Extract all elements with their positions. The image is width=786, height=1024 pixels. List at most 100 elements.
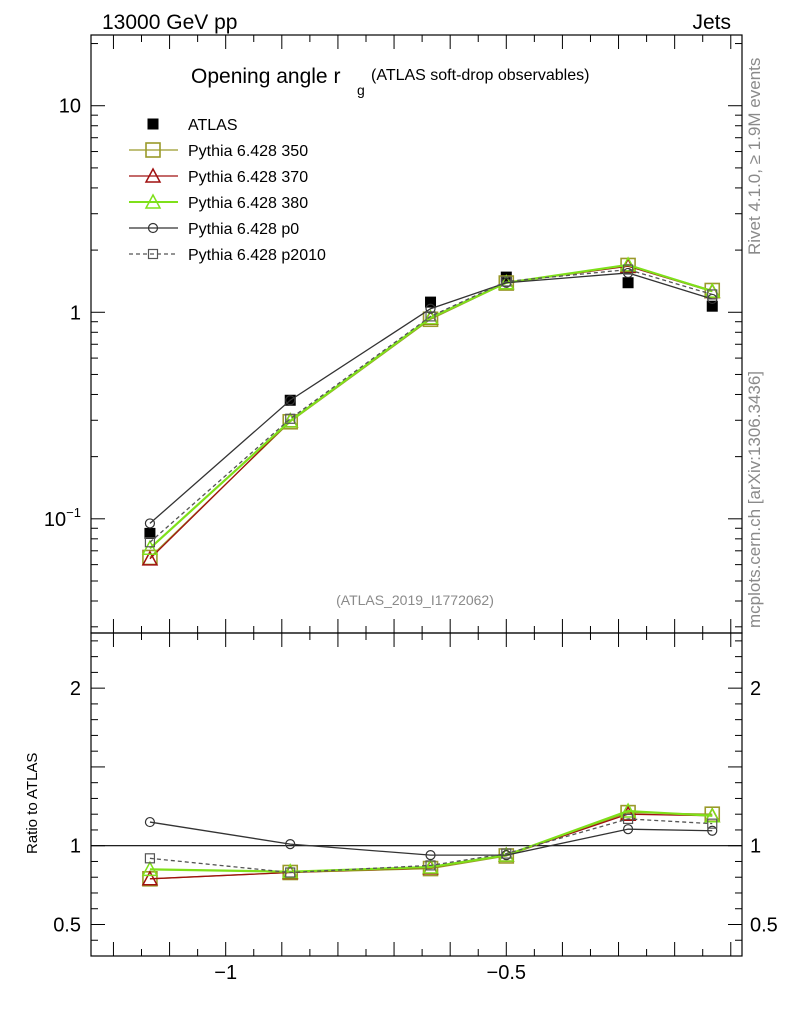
point-atlas (144, 527, 156, 539)
legend-label: Pythia 6.428 370 (188, 169, 308, 186)
ratio-point-pythia-6-428-p2010 (425, 860, 436, 871)
ratio-point-pythia-6-428-p0 (144, 816, 156, 828)
ratio-ytick-label-right: 2 (750, 678, 761, 700)
point-atlas (425, 296, 437, 308)
point-pythia-6-428-p2010 (707, 289, 718, 300)
legend-label: Pythia 6.428 380 (188, 195, 308, 212)
xtick-label: −0.5 (487, 962, 526, 984)
chart-title: Opening angle r (191, 65, 340, 88)
point-pythia-6-428-380 (704, 282, 721, 298)
mcplots-label: mcplots.cern.ch [arXiv:1306.3436] (745, 371, 764, 628)
point-pythia-6-428-380 (422, 309, 439, 325)
main-series-group (141, 256, 721, 566)
ratio-ytick-label-left: 1 (70, 836, 81, 858)
point-pythia-6-428-p0 (425, 303, 436, 314)
ratio-point-pythia-6-428-370 (619, 805, 637, 821)
point-pythia-6-428-p2010 (425, 311, 436, 322)
series-line-pythia-6-428-370 (149, 265, 713, 560)
legend-marker (147, 222, 159, 234)
ratio-ytick-label-right: 1 (750, 836, 761, 858)
ratio-point-pythia-6-428-380 (141, 860, 159, 877)
legend-label: Pythia 6.428 p0 (188, 221, 299, 238)
point-pythia-6-428-380 (141, 539, 159, 556)
ratio-series-group (141, 802, 721, 887)
main-ytick-label-base: 10 (59, 96, 81, 118)
point-atlas (622, 277, 634, 289)
legend-marker (144, 167, 162, 183)
analysis-id: (ATLAS_2019_I1772062) (336, 592, 494, 608)
point-pythia-6-428-370 (141, 550, 159, 566)
ratio-point-pythia-6-428-p0 (425, 850, 436, 861)
legend-marker (144, 193, 162, 209)
ratio-line-pythia-6-428-p2010 (149, 818, 713, 874)
ratio-line-pythia-6-428-380 (149, 809, 713, 873)
legend-label: Pythia 6.428 p2010 (188, 247, 326, 264)
main-ytick-label: 10 (59, 96, 81, 118)
ratio-series-pythia-6-428-p0 (144, 816, 718, 861)
ratio-point-pythia-6-428-p0 (707, 825, 718, 836)
ratio-point-pythia-6-428-p2010 (285, 867, 296, 878)
series-line-pythia-6-428-p2010 (149, 268, 713, 543)
ratio-series-pythia-6-428-p2010 (144, 813, 718, 878)
legend-marker (147, 118, 159, 130)
ratio-point-pythia-6-428-380 (619, 802, 637, 818)
legend-marker (147, 248, 159, 260)
legend-item-pythia-6-428-380: Pythia 6.428 380 (129, 193, 308, 212)
ratio-axis-ticks: 0.5 0.5 1 1 2 2 (53, 640, 778, 941)
ratio-point-pythia-6-428-p2010 (622, 813, 634, 825)
legend: ATLAS Pythia 6.428 350 Pythia 6.428 370 Pyt… (129, 117, 326, 264)
ratio-panel-frame (90, 632, 743, 957)
x-axis-ticks: −1 −0.5 (112, 35, 732, 984)
point-pythia-6-428-p2010 (501, 276, 512, 287)
point-pythia-6-428-380 (281, 412, 299, 428)
ratio-point-pythia-6-428-p2010 (501, 848, 512, 859)
chart-subtitle: (ATLAS soft-drop observables) (371, 67, 589, 84)
point-pythia-6-428-p2010 (622, 264, 634, 275)
series-line-pythia-6-428-p0 (149, 272, 713, 524)
legend-item-atlas: ATLAS (147, 117, 238, 134)
main-ytick-label: 1 (70, 302, 81, 324)
legend-item-pythia-6-428-p2010: Pythia 6.428 p2010 (129, 247, 326, 264)
ratio-ytick-label-left: 2 (70, 678, 81, 700)
legend-label: Pythia 6.428 350 (188, 143, 308, 160)
ratio-point-pythia-6-428-380 (704, 807, 721, 823)
ratio-point-pythia-6-428-380 (422, 858, 439, 874)
main-ytick-label: 10−1 (44, 505, 81, 531)
main-ytick-label-exponent: −1 (66, 505, 81, 520)
legend-item-pythia-6-428-370: Pythia 6.428 370 (129, 167, 308, 186)
legend-item-pythia-6-428-350: Pythia 6.428 350 (129, 142, 308, 160)
ratio-point-pythia-6-428-p2010 (707, 818, 718, 829)
main-ytick-label-base: 1 (70, 302, 81, 324)
energy-label: 13000 GeV pp (102, 11, 237, 34)
ratio-point-pythia-6-428-370 (141, 870, 159, 886)
ratio-point-pythia-6-428-p2010 (144, 853, 156, 864)
legend-marker (145, 142, 161, 158)
series-line-pythia-6-428-380 (149, 263, 713, 550)
point-atlas (706, 300, 718, 312)
ratio-line-pythia-6-428-p0 (149, 821, 713, 856)
point-pythia-6-428-380 (619, 256, 637, 272)
ratio-ytick-label-left: 0.5 (53, 914, 81, 936)
process-label: Jets (692, 11, 731, 34)
point-pythia-6-428-p0 (285, 395, 296, 406)
chart-title-main: Opening angle r (191, 65, 340, 88)
ratio-ylabel: Ratio to ATLAS (24, 753, 41, 854)
point-pythia-6-428-p2010 (144, 537, 156, 548)
point-pythia-6-428-p2010 (285, 413, 296, 424)
ratio-point-pythia-6-428-p0 (285, 839, 296, 850)
main-ytick-label-base: 10 (44, 509, 66, 531)
legend-item-pythia-6-428-p0: Pythia 6.428 p0 (129, 221, 299, 238)
ratio-ytick-label-right: 0.5 (750, 914, 778, 936)
ratio-point-pythia-6-428-380 (281, 863, 299, 879)
series-line-pythia-6-428-350 (149, 264, 713, 558)
rivet-label: Rivet 4.1.0, ≥ 1.9M events (745, 58, 764, 255)
series-pythia-6-428-p2010 (144, 264, 718, 548)
chart-title-subscript: g (357, 82, 365, 98)
point-pythia-6-428-p0 (144, 518, 156, 529)
legend-label: ATLAS (188, 117, 238, 134)
ratio-point-pythia-6-428-p0 (622, 824, 634, 835)
ratio-series-pythia-6-428-380 (141, 802, 721, 879)
xtick-label: −1 (214, 962, 237, 984)
